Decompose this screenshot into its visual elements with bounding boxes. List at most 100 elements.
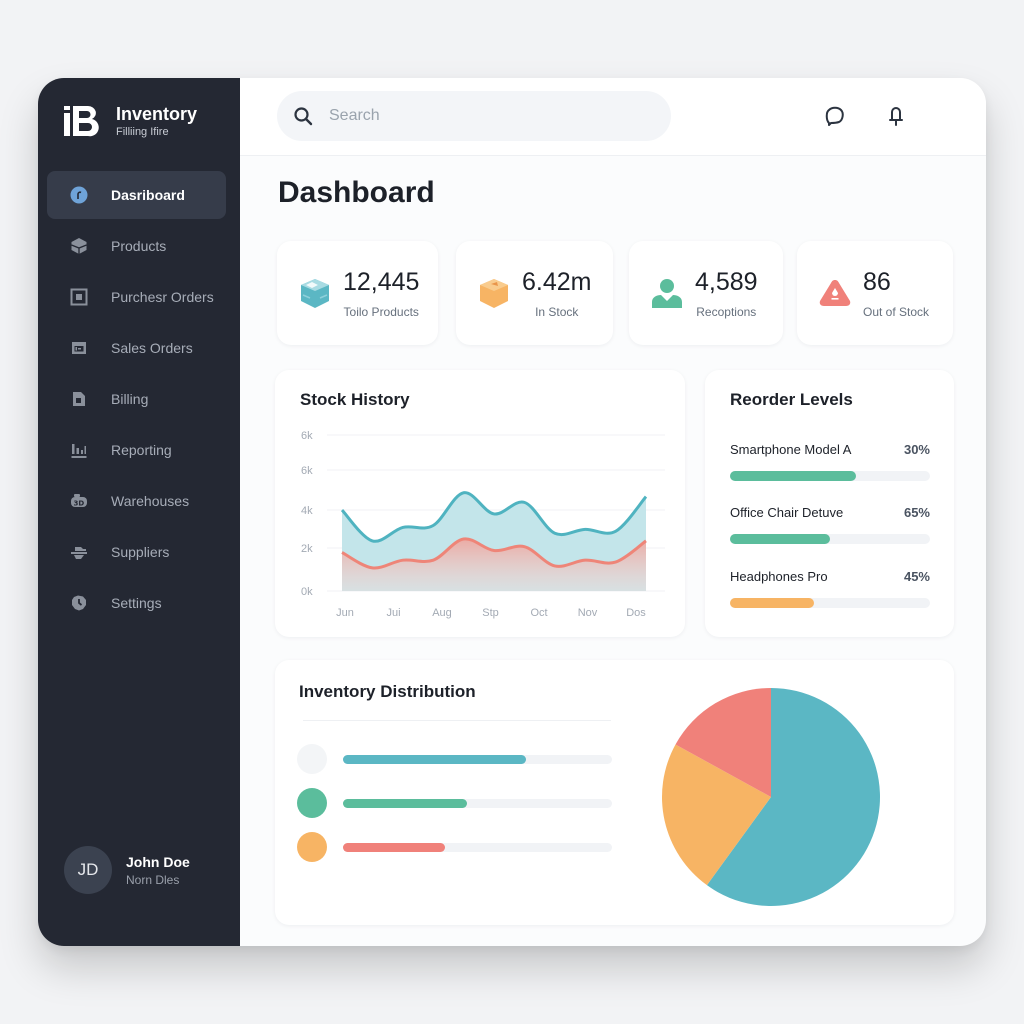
search-bar[interactable] <box>277 91 671 141</box>
sidebar-item-warehouses[interactable]: 3D Warehouses <box>47 477 226 525</box>
sidebar-item-sales-orders[interactable]: Sales Orders <box>47 324 226 372</box>
distribution-row <box>297 788 612 818</box>
reorder-item-pct: 45% <box>903 569 930 584</box>
sidebar-item-label: Dasriboard <box>111 187 185 203</box>
distribution-row <box>297 744 612 774</box>
pie-slice[interactable] <box>706 688 880 906</box>
distribution-fill <box>343 798 467 808</box>
progress-bar <box>730 598 930 608</box>
reorder-levels-card: Reorder Levels Smartphone Model A 30% Of… <box>705 370 954 637</box>
reorder-item: Office Chair Detuve 65% <box>730 505 930 544</box>
svg-text:Oct: Oct <box>530 607 547 619</box>
sidebar-item-label: Warehouses <box>111 493 190 509</box>
search-input[interactable] <box>329 107 629 125</box>
sidebar-item-reporting[interactable]: Reporting <box>47 426 226 474</box>
svg-text:6k: 6k <box>301 465 313 477</box>
svg-text:Jui: Jui <box>386 607 400 619</box>
distribution-bar <box>343 798 612 808</box>
sidebar-item-label: Settings <box>111 595 162 611</box>
user-name: John Doe <box>126 853 190 870</box>
user-role: Norn Dles <box>126 872 180 887</box>
progress-fill <box>730 471 856 481</box>
card-title: Inventory Distribution <box>299 682 476 701</box>
reorder-item-pct: 65% <box>903 505 930 520</box>
user-profile[interactable]: JD John Doe Norn Dles <box>64 846 190 894</box>
sales-orders-icon <box>69 338 89 358</box>
chat-icon[interactable] <box>823 104 847 128</box>
package-icon <box>480 279 508 308</box>
sidebar-item-settings[interactable]: Settings <box>47 579 226 627</box>
distribution-bar <box>343 754 612 764</box>
reorder-item-name: Office Chair Detuve <box>730 505 844 520</box>
sidebar-item-label: Purchesr Orders <box>111 289 214 305</box>
reorder-item-name: Headphones Pro <box>730 569 828 584</box>
card-title: Reorder Levels <box>730 390 853 409</box>
progress-fill <box>730 534 830 544</box>
brand-title: Inventory <box>116 104 198 124</box>
bar-chart-icon <box>69 440 89 460</box>
svg-text:6k: 6k <box>301 430 313 442</box>
main-content: Dashboard 12,445 Toilo Products 6.42m <box>240 78 986 946</box>
stat-card-receptions[interactable]: 4,589 Recoptions <box>629 241 783 345</box>
sidebar-item-products[interactable]: Products <box>47 222 226 270</box>
divider <box>303 720 611 721</box>
cube-icon <box>69 236 89 256</box>
svg-text:Nov: Nov <box>578 607 598 619</box>
user-icon <box>652 279 682 308</box>
sidebar-item-label: Reporting <box>111 442 172 458</box>
reorder-item-name: Smartphone Model A <box>730 442 852 457</box>
stat-card-out-of-stock[interactable]: 86 Out of Stock <box>797 241 953 345</box>
card-title: Stock History <box>300 390 410 409</box>
pie-slice[interactable] <box>662 744 771 886</box>
pie-slice[interactable] <box>675 688 771 797</box>
purchase-orders-icon <box>69 287 89 307</box>
distribution-fill <box>343 754 526 764</box>
bell-icon[interactable] <box>884 104 908 128</box>
dashboard-icon <box>69 185 89 205</box>
progress-bar <box>730 471 930 481</box>
sidebar-item-suppliers[interactable]: Suppliers <box>47 528 226 576</box>
brand: Inventory Filliing Ifire <box>64 104 197 138</box>
sidebar-item-billing[interactable]: Billing <box>47 375 226 423</box>
stat-value: 6.42m <box>522 267 592 296</box>
stock-history-chart[interactable]: 0k 2k 4k 6k 6k Jun Jui Aug Stp Oct Nov Dos <box>275 370 685 637</box>
warehouse-icon: 3D <box>69 491 89 511</box>
sidebar-item-dashboard[interactable]: Dasriboard <box>47 171 226 219</box>
reorder-item: Headphones Pro 45% <box>730 569 930 608</box>
stat-label: Recoptions <box>696 304 757 319</box>
settings-icon <box>69 593 89 613</box>
sidebar-item-purchase-orders[interactable]: Purchesr Orders <box>47 273 226 321</box>
svg-text:3D: 3D <box>74 500 85 508</box>
sidebar-item-label: Billing <box>111 391 149 407</box>
sidebar-item-label: Products <box>111 238 167 254</box>
logo-icon <box>64 106 99 137</box>
progress-bar <box>730 534 930 544</box>
svg-text:2k: 2k <box>301 543 313 555</box>
inventory-distribution-card: Inventory Distribution <box>275 660 954 925</box>
billing-icon <box>69 389 89 409</box>
search-icon <box>294 107 313 126</box>
progress-fill <box>730 598 814 608</box>
stat-value: 4,589 <box>695 267 758 296</box>
box-icon <box>301 279 329 308</box>
stat-card-in-stock[interactable]: 6.42m In Stock <box>456 241 613 345</box>
sidebar-item-label: Suppliers <box>111 544 170 560</box>
stat-value: 12,445 <box>343 267 420 296</box>
svg-text:0k: 0k <box>301 586 313 598</box>
stat-label: In Stock <box>535 304 579 319</box>
brand-subtitle: Filliing Ifire <box>116 126 169 138</box>
avatar: JD <box>64 846 112 894</box>
topbar <box>240 78 986 156</box>
distribution-bar <box>343 842 612 852</box>
svg-text:Dos: Dos <box>626 607 646 619</box>
stat-card-total-products[interactable]: 12,445 Toilo Products <box>277 241 438 345</box>
reorder-item: Smartphone Model A 30% <box>730 442 930 481</box>
svg-text:4k: 4k <box>301 505 313 517</box>
distribution-pie-chart[interactable] <box>660 686 882 908</box>
stock-history-card: Stock History 0k 2k 4k 6k 6k Jun Jui Aug Stp Oct… <box>275 370 685 637</box>
distribution-row <box>297 832 612 862</box>
stat-label: Out of Stock <box>863 304 930 319</box>
svg-text:Stp: Stp <box>482 607 499 619</box>
svg-text:Aug: Aug <box>432 607 452 619</box>
legend-dot <box>297 744 327 774</box>
